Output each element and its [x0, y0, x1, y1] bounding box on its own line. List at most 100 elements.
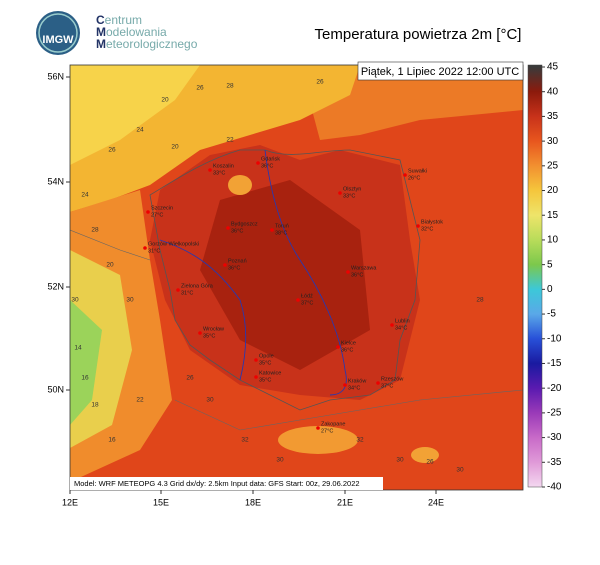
isotherm-label: 24 — [81, 192, 89, 199]
city-temp: 37°C — [301, 300, 313, 306]
colorbar-label: 40 — [547, 86, 559, 97]
city-temp: 35°C — [259, 360, 271, 366]
city-name: Łódź — [301, 293, 313, 299]
city-name: Rzeszów — [381, 376, 403, 382]
city-dot — [254, 358, 258, 362]
city-dot — [316, 426, 320, 430]
city-name: Wrocław — [203, 326, 224, 332]
city-temp: 35°C — [203, 333, 215, 339]
city-name: Zielona Góra — [181, 283, 214, 289]
city-name: Opole — [259, 353, 274, 359]
city-name: Koszalin — [213, 163, 234, 169]
colorbar-label: -25 — [547, 408, 562, 419]
city-temp: 36°C — [341, 347, 353, 353]
lat-label: 56N — [47, 71, 64, 81]
city-temp: 33°C — [213, 170, 225, 176]
isotherm-label: 28 — [226, 83, 234, 90]
isotherm-label: 30 — [71, 297, 79, 304]
isotherm-label: 22 — [226, 137, 234, 144]
isotherm-label: 26 — [186, 375, 194, 382]
city-dot — [390, 323, 394, 327]
city-dot — [223, 263, 227, 267]
city-temp: 27°C — [321, 428, 333, 434]
isotherm-label: 26 — [316, 79, 324, 86]
colorbar-label: 30 — [547, 136, 559, 147]
isotherm-label: 30 — [206, 397, 214, 404]
logo-ring — [38, 13, 78, 53]
city-temp: 35°C — [259, 377, 271, 383]
colorbar-label: 15 — [547, 210, 559, 221]
city-name: Lublin — [395, 318, 410, 324]
colorbar-label: -10 — [547, 333, 562, 344]
city-dot — [208, 168, 212, 172]
colorbar-label: 5 — [547, 259, 553, 270]
city-temp: 36°C — [231, 228, 243, 234]
city-dot — [143, 246, 147, 250]
city-name: Warszawa — [351, 265, 377, 271]
isotherm-label: 20 — [106, 262, 114, 269]
colorbar-label: 0 — [547, 284, 553, 295]
isotherm-label: 26 — [426, 459, 434, 466]
city-dot — [346, 270, 350, 274]
city-dot — [343, 383, 347, 387]
lon-label: 12E — [62, 497, 78, 507]
isotherm-label: 30 — [456, 467, 464, 474]
org-line: Modelowania — [96, 25, 167, 39]
city-name: Bydgoszcz — [231, 221, 258, 227]
isotherm-label: 24 — [136, 127, 144, 134]
city-dot — [416, 224, 420, 228]
lon-label: 18E — [245, 497, 261, 507]
isotherm-label: 30 — [396, 457, 404, 464]
isotherm-label: 30 — [126, 297, 134, 304]
city-name: Gorzów Wielkopolski — [148, 241, 199, 247]
city-dot — [176, 288, 180, 292]
map-title: Temperatura powietrza 2m [°C] — [315, 26, 522, 43]
isotherm-label: 32 — [241, 437, 249, 444]
logo-text: IMGW — [42, 34, 74, 46]
lat-label: 50N — [47, 384, 64, 394]
org-line: Meteorologicznego — [96, 37, 198, 51]
city-name: Suwałki — [408, 168, 427, 174]
isotherm-label: 20 — [161, 97, 169, 104]
valid-time: Piątek, 1 Lipiec 2022 12:00 UTC — [361, 66, 519, 78]
colorbar-label: -35 — [547, 457, 562, 468]
city-name: Białystok — [421, 219, 443, 225]
city-temp: 34°C — [395, 325, 407, 331]
colorbar-label: -40 — [547, 482, 562, 493]
isotherm-label: 14 — [74, 345, 82, 352]
city-temp: 32°C — [421, 226, 433, 232]
city-name: Zakopane — [321, 421, 345, 427]
city-temp: 36°C — [228, 265, 240, 271]
city-temp: 36°C — [351, 272, 363, 278]
city-name: Katowice — [259, 370, 281, 376]
city-dot — [146, 210, 150, 214]
city-dot — [226, 226, 230, 230]
lon-label: 24E — [428, 497, 444, 507]
isotherm-label: 26 — [108, 147, 116, 154]
isotherm-label: 28 — [91, 227, 99, 234]
colorbar-label: 25 — [547, 160, 559, 171]
isotherm-label: 16 — [108, 437, 116, 444]
colorbar-label: 20 — [547, 185, 559, 196]
org-line: Centrum — [96, 13, 143, 27]
city-name: Toruń — [275, 223, 289, 229]
isotherm-label: 22 — [136, 397, 144, 404]
colorbar-label: -5 — [547, 309, 556, 320]
city-temp: 36°C — [261, 163, 273, 169]
city-name: Kraków — [348, 378, 366, 384]
isotherm-label: 32 — [356, 437, 364, 444]
city-temp: 31°C — [148, 248, 160, 254]
lat-label: 54N — [47, 176, 64, 186]
city-temp: 38°C — [275, 230, 287, 236]
colorbar-label: -20 — [547, 383, 562, 394]
city-dot — [198, 331, 202, 335]
city-dot — [336, 345, 340, 349]
city-dot — [254, 375, 258, 379]
temperature-field — [70, 65, 523, 490]
lat-label: 52N — [47, 281, 64, 291]
city-temp: 27°C — [151, 212, 163, 218]
colorbar-label: 10 — [547, 235, 559, 246]
lon-label: 15E — [153, 497, 169, 507]
